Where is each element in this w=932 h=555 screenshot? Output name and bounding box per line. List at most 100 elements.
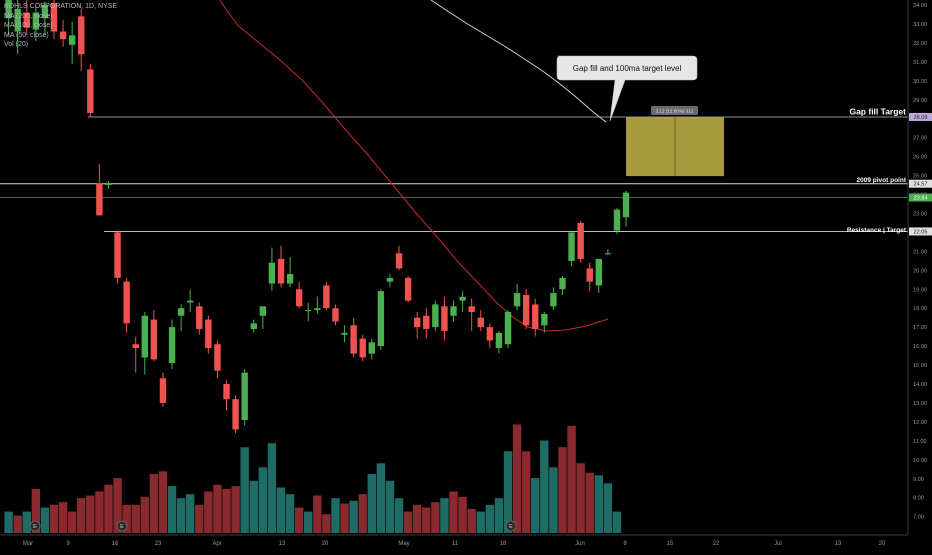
volume-bar [113,478,122,533]
candle-body [41,5,49,19]
candle-body [314,308,321,311]
volume-bar [176,498,186,533]
legend-ma100[interactable]: MA (100, close) [4,22,53,29]
price-tick-label: 29.00 [913,98,927,104]
volume-bar [249,480,258,533]
candle-body [14,8,21,32]
legend-ma200[interactable]: MA (200, close) [4,12,53,20]
candle-body [495,332,503,348]
volume-bar [67,511,77,533]
candle-body [68,35,76,45]
price-tick-label: 21.00 [913,249,927,255]
candle-body [604,253,612,255]
legend-ma50[interactable]: MA (50, close) [4,31,49,39]
candle-body [459,296,466,301]
volume-bar [440,498,449,533]
time-tick-label: Apr [212,541,221,547]
candle-body [504,311,512,345]
candle-body [87,69,94,114]
candle-body [32,12,40,30]
candles [5,0,630,434]
candle-body [441,306,448,331]
price-tick-label: 12.00 [913,420,927,426]
volume-bar [140,496,149,533]
ma100-line [430,0,607,123]
last-price-tag: 23.84 [914,196,928,202]
time-tick-label: 18 [500,541,507,547]
volume-bar [13,515,22,533]
legend-symbol[interactable]: KOHLS CORPORATION, 1D, NYSE [4,3,118,10]
volume-bar [58,502,68,533]
price-tick-label: 18.00 [913,306,927,312]
earnings-marker-label: E [33,524,37,530]
price-tick-label: 9.00 [913,477,924,483]
price-tick-label: 17.00 [913,325,927,331]
callout-text: Gap fill and 100ma target level [573,64,682,73]
volume-bar [204,491,213,533]
candle-body [359,338,366,358]
candle-body [513,293,521,307]
volume-bar [585,472,594,533]
volume-bar [503,451,513,533]
volume-bar [31,488,41,533]
last-price-tag-bg [909,193,932,202]
volume-bar [521,451,531,533]
candle-body [586,268,593,282]
candle-body [477,317,484,328]
volume-bar [186,494,195,533]
volume-bar [431,502,440,533]
volume-bar [576,463,585,533]
candle-body [50,3,58,32]
candle-body [268,262,276,284]
level-lines [0,116,908,232]
pivot-label: 2009 pivot point [857,177,907,184]
annotations: 3.12 (12.60%) 312 Gap fill and 100ma targ… [556,55,907,234]
resistance-price-tag: 22.05 [914,229,928,235]
volume-bar [394,498,404,533]
candle-body [377,291,385,347]
candle-body [277,258,285,284]
candle-body [341,332,348,335]
price-tick-label: 23.00 [913,211,927,217]
candle-body [395,253,403,269]
measure-label: 3.12 (12.60%) 312 [656,108,694,113]
time-tick-label: 20 [322,541,329,547]
price-tick-label: 15.00 [913,363,927,369]
volume-bar [558,447,567,533]
gap-fill-label: Gap fill Target [849,107,906,117]
volume-bar [213,484,222,533]
candle-body [595,258,602,286]
volume-bar [340,503,349,533]
candle-body [114,232,121,278]
gap-price-tag-bg [909,112,932,121]
volume-bar [285,494,295,533]
candle-body [350,325,357,354]
candle-body [223,384,230,400]
volume-bar [222,488,231,533]
time-tick-label: 8 [623,541,627,547]
candle-body [132,344,139,348]
volume-bar [276,487,286,533]
volume-bar [467,508,476,533]
resistance-price-tag-bg [909,227,932,236]
volume-bar [594,475,603,533]
candle-body [522,294,530,326]
candle-body [432,304,439,328]
legend-vol[interactable]: Vol (20) [4,41,29,48]
time-tick-label: 20 [879,541,886,547]
volume-bars [4,424,622,533]
price-tick-label: 20.00 [913,268,927,274]
candle-body [450,306,457,316]
volume-bar [49,504,59,533]
candle-body [78,16,85,55]
time-axis: Mar 9 16 23 Apr 13 20 May 11 18 Jun 8 15 22 Jul 13 20 E E E [0,520,908,547]
volume-bar [422,507,431,533]
candle-body [622,192,630,218]
volume-bar [122,504,131,533]
price-tick-label: 7.00 [913,515,924,521]
time-tick-label: Jun [575,541,585,547]
time-tick-label: 13 [835,541,842,547]
volume-bar [376,463,386,533]
volume-bar [86,495,95,533]
